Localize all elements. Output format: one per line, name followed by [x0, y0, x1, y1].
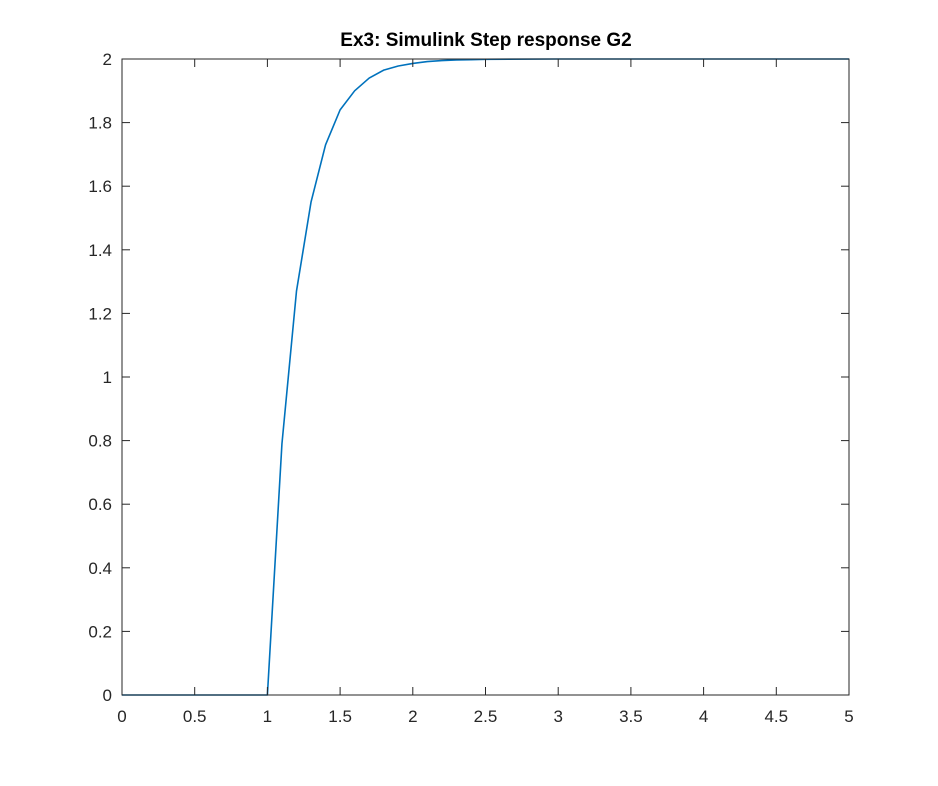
plot-area: [122, 59, 849, 695]
y-tick-label: 0.6: [88, 495, 112, 514]
x-tick-label: 0.5: [183, 707, 207, 726]
axes-box: [121, 58, 850, 696]
x-tick-label: 0: [117, 707, 126, 726]
y-tick-label: 2: [103, 50, 112, 69]
x-tick-label: 3.5: [619, 707, 643, 726]
x-tick-label: 1.5: [328, 707, 352, 726]
y-tick-label: 1.4: [88, 241, 112, 260]
x-tick-label: 2: [408, 707, 417, 726]
y-tick-labels: 0 0.2 0.4 0.6 0.8 1 1.2 1.4 1.6 1.8 2: [88, 50, 112, 705]
y-tick-label: 0.2: [88, 622, 112, 641]
x-tick-label: 5: [844, 707, 853, 726]
y-tick-label: 1: [103, 368, 112, 387]
y-tick-label: 1.8: [88, 114, 112, 133]
x-tick-label: 3: [553, 707, 562, 726]
x-tick-label: 2.5: [474, 707, 498, 726]
y-tick-label: 0.4: [88, 559, 112, 578]
x-tick-label: 1: [263, 707, 272, 726]
x-tick-label: 4.5: [764, 707, 788, 726]
y-tick-label: 0: [103, 686, 112, 705]
chart-title: Ex3: Simulink Step response G2: [340, 30, 631, 51]
y-tick-label: 0.8: [88, 432, 112, 451]
x-tick-label: 4: [699, 707, 708, 726]
y-tick-label: 1.2: [88, 304, 112, 323]
y-tick-label: 1.6: [88, 177, 112, 196]
x-tick-labels: 0 0.5 1 1.5 2 2.5 3 3.5 4 4.5 5: [117, 707, 853, 726]
